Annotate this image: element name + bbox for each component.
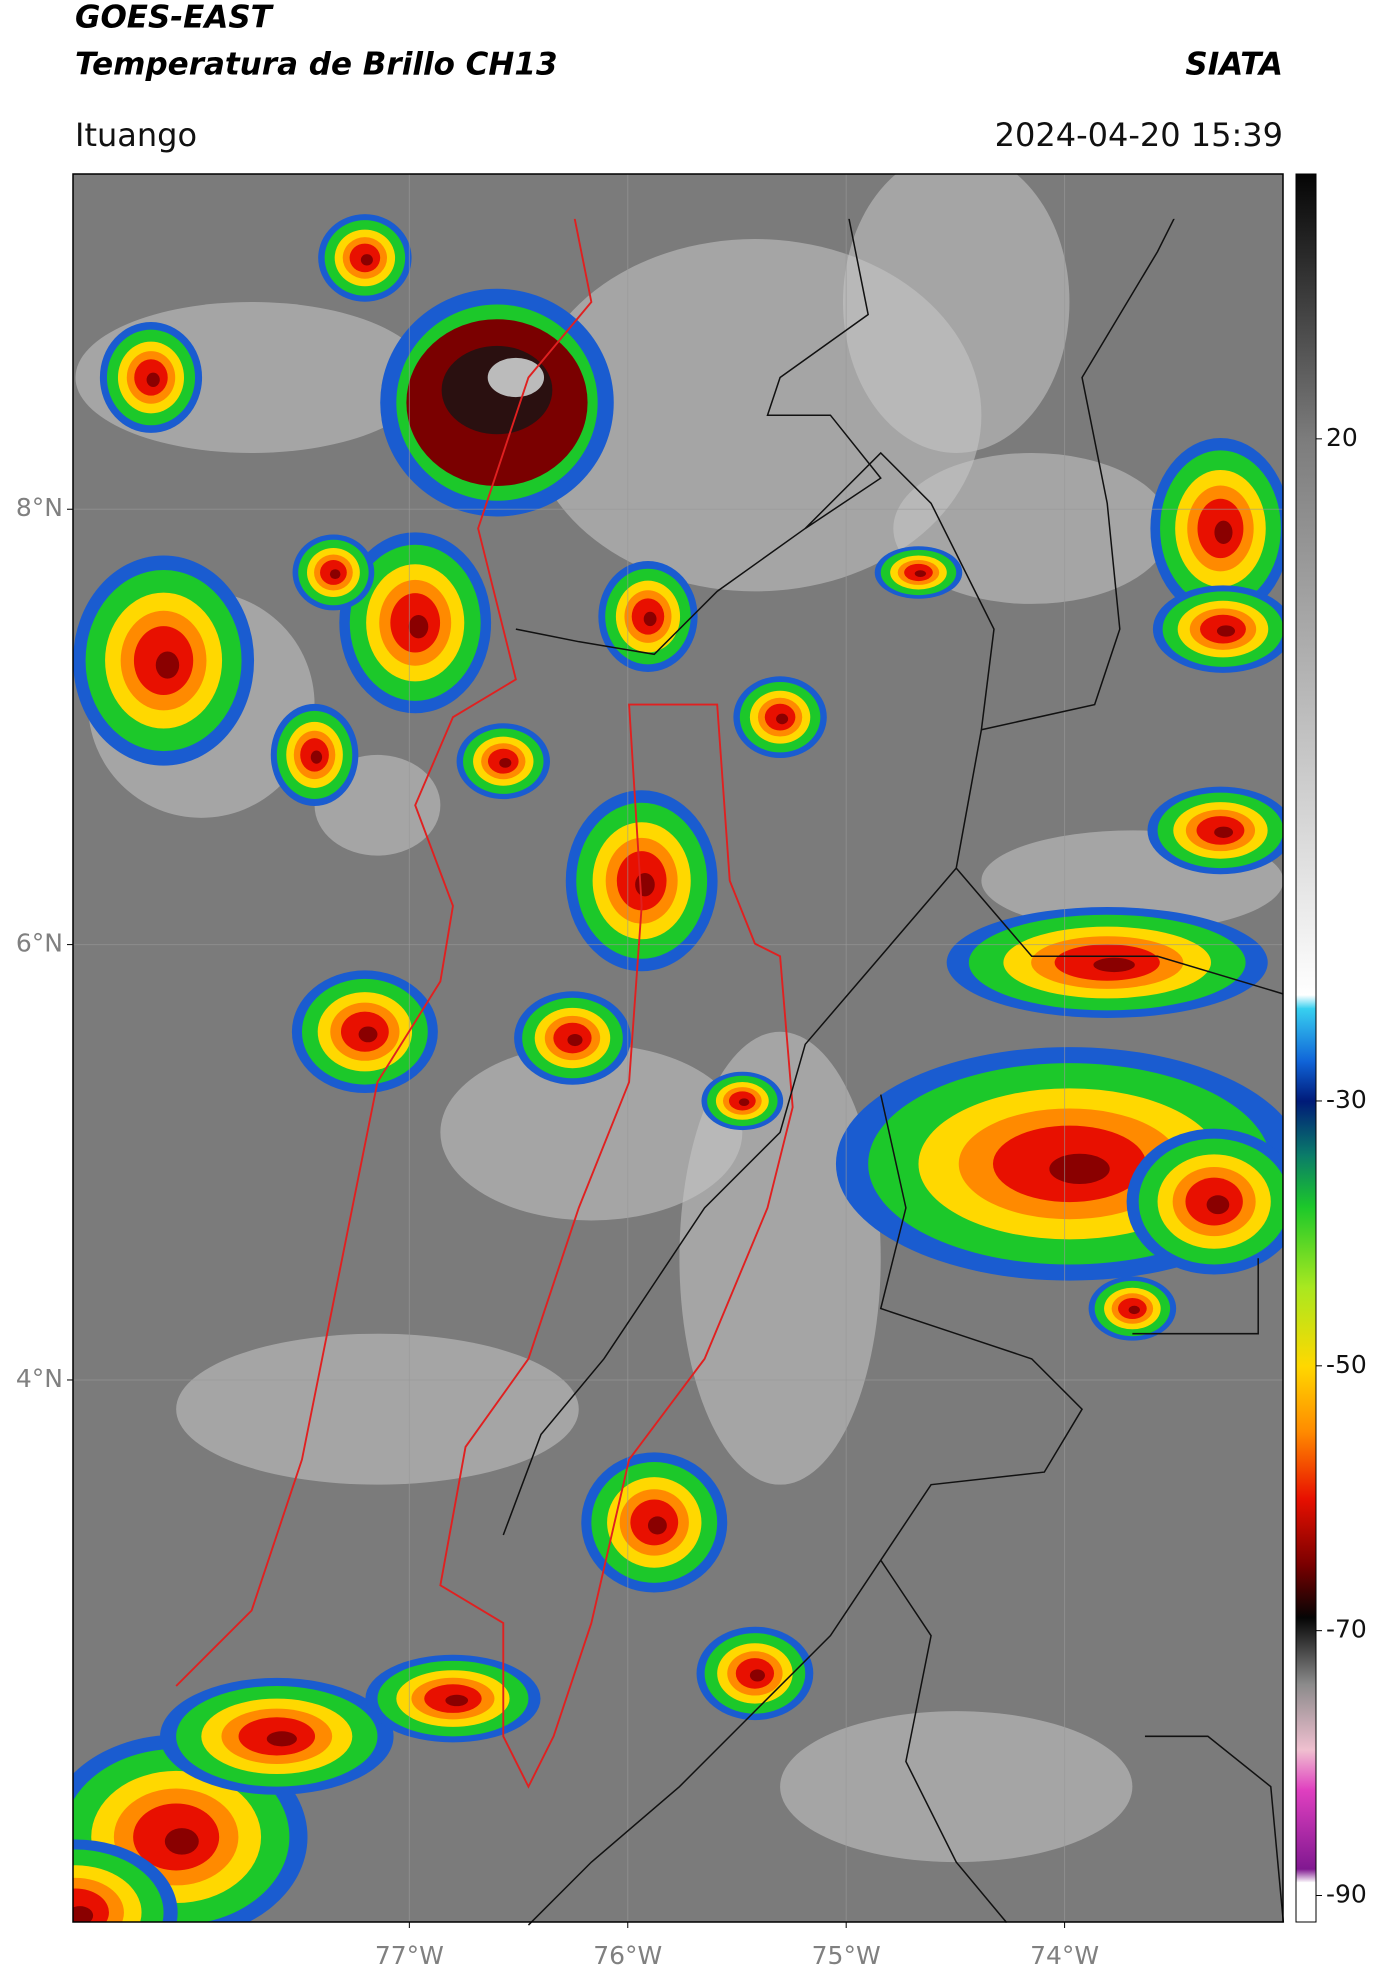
colorbar-segment [1296,1749,1316,1791]
storm-core [360,254,373,266]
storm-core [1093,957,1135,973]
colorbar-tick-label: -30 [1326,1085,1367,1114]
storm-core [408,615,429,639]
border-line [502,729,1285,1926]
storm-core [1214,826,1234,838]
colorbar-segment [1296,1498,1316,1565]
storm-core [358,1026,378,1043]
colorbar-segment [1296,1206,1316,1287]
cloud-patch [843,174,1070,453]
colorbar-segment [1296,1882,1316,1923]
colorbar-segment [1296,1153,1316,1208]
storm-core [164,1828,199,1855]
department-line [439,703,794,1789]
cloud-patch [679,1031,881,1485]
colorbar-segment [1296,1683,1316,1751]
storm-core [487,357,545,398]
y-tick-label: 8°N [16,493,63,522]
storm-core [499,757,512,768]
storm-core [1049,1153,1110,1184]
cloud-imagery [73,174,1283,1922]
storm-core [738,1098,750,1106]
storm-core [310,750,323,764]
colorbar-segment [1296,1008,1316,1062]
map [73,174,1283,1922]
y-tick-label: 6°N [16,929,63,958]
storm-core [1214,520,1233,545]
storm-core [73,1906,94,1922]
storm-core [914,570,927,578]
x-tick-label: 76°W [593,1941,662,1970]
colorbar: 20 -30 -50 -70 -90 [1295,173,1367,1923]
borders [175,218,1285,1926]
storm-core [329,569,341,580]
storm-core [1128,1305,1140,1315]
colorbar-segment [1296,1869,1316,1883]
datetime: 2024-04-20 15:39 [995,116,1283,154]
subtitle: Temperatura de Brillo CH13 [75,47,558,83]
storm-core [1206,1195,1230,1215]
brand: SIATA [1185,47,1283,83]
colorbar-tick-label: -90 [1326,1880,1367,1909]
storm-core [776,713,789,725]
colorbar-segment [1296,174,1316,440]
colorbar-segment [1296,995,1316,1009]
colorbar-segment [1296,1617,1316,1685]
cloud-patch [176,1333,579,1485]
location: Ituango [75,116,197,154]
colorbar-segment [1296,1789,1316,1870]
storm-core [635,872,655,897]
border-line [515,218,1175,731]
colorbar-segment [1296,1564,1316,1618]
storm-core [567,1033,583,1047]
cloud-patch [440,1044,743,1221]
colorbar-segment [1296,438,1316,996]
colorbar-segment [1296,1100,1316,1155]
colorbar-tick-label: -50 [1326,1350,1367,1379]
cloud-patch [780,1711,1133,1863]
storm-core [155,651,180,679]
colorbar-tick-label: 20 [1326,423,1358,452]
storm-core [647,1516,667,1535]
colorbar-segment [1296,1432,1316,1499]
colorbar-frame [1295,173,1317,1923]
x-tick-label: 77°W [375,1941,444,1970]
colorbar-tick-label: -70 [1326,1615,1367,1644]
title: GOES-EAST [75,0,275,36]
x-tick-label: 74°W [1030,1941,1099,1970]
storm-core [1216,625,1236,637]
colorbar-segment [1296,1286,1316,1367]
colorbar-segment [1296,1061,1316,1102]
map-frame [72,173,1284,1923]
storm-core [266,1731,297,1747]
storm-core [445,1694,469,1707]
coast-line [175,218,593,1687]
storm-core [146,372,160,388]
y-tick-label: 4°N [16,1364,63,1393]
storm-core [643,611,657,627]
storm-core [749,1669,765,1682]
colorbar-segment [1296,1365,1316,1433]
x-tick-label: 75°W [812,1941,881,1970]
